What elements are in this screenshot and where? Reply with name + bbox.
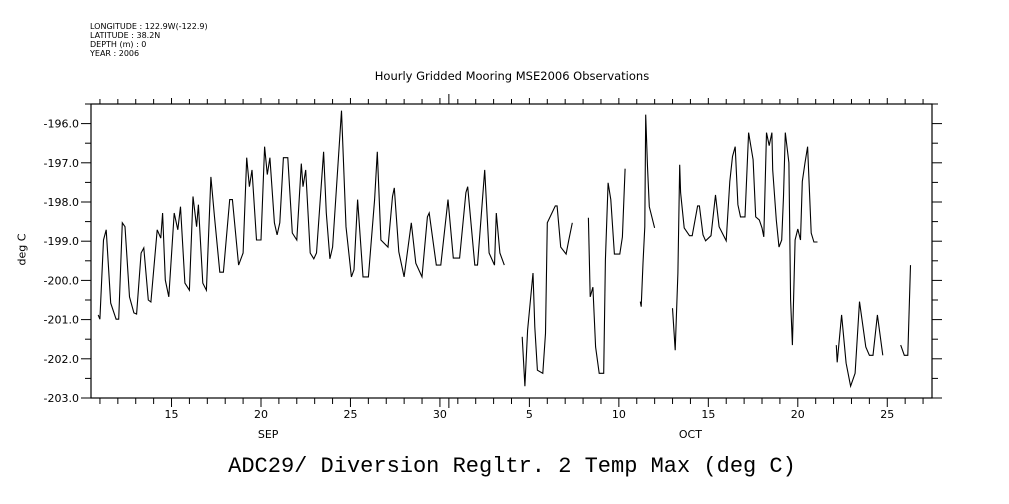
temperature-series-line xyxy=(835,301,884,389)
depth-label: DEPTH (m) : 0 xyxy=(90,40,147,49)
x-tick-label: 15 xyxy=(165,408,179,421)
x-tick-label: 25 xyxy=(343,408,357,421)
y-tick-label: -197.0 xyxy=(44,157,79,170)
temperature-series-line xyxy=(97,110,505,320)
x-tick-label: 15 xyxy=(701,408,715,421)
temperature-series-line xyxy=(671,132,818,351)
temperature-series-line xyxy=(521,205,573,387)
x-tick-label: 20 xyxy=(254,408,268,421)
temperature-series-line xyxy=(587,168,626,374)
y-tick-label: -201.0 xyxy=(44,314,79,327)
chart-caption: ADC29/ Diversion Regltr. 2 Temp Max (deg… xyxy=(228,454,796,479)
latitude-label: LATITUDE : 38.2N xyxy=(90,31,161,40)
y-tick-label: -202.0 xyxy=(44,353,79,366)
month-label: SEP xyxy=(258,428,279,441)
x-tick-label: 5 xyxy=(526,408,533,421)
temperature-series-line xyxy=(639,114,656,307)
month-label: OCT xyxy=(679,428,702,441)
y-tick-label: -198.0 xyxy=(44,196,79,209)
y-tick-label: -196.0 xyxy=(44,118,79,131)
y-tick-label: -200.0 xyxy=(44,274,79,287)
longitude-label: LONGITUDE : 122.9W(-122.9) xyxy=(90,22,208,31)
x-tick-label: 10 xyxy=(612,408,626,421)
y-tick-label: -199.0 xyxy=(44,235,79,248)
temperature-series-line xyxy=(900,265,912,356)
x-tick-label: 20 xyxy=(791,408,805,421)
chart-title: Hourly Gridded Mooring MSE2006 Observati… xyxy=(374,69,650,83)
y-tick-label: -203.0 xyxy=(44,392,79,405)
year-label: YEAR : 2006 xyxy=(90,49,140,58)
plot-frame xyxy=(90,103,933,399)
x-tick-label: 25 xyxy=(880,408,894,421)
x-tick-label: 30 xyxy=(433,408,447,421)
